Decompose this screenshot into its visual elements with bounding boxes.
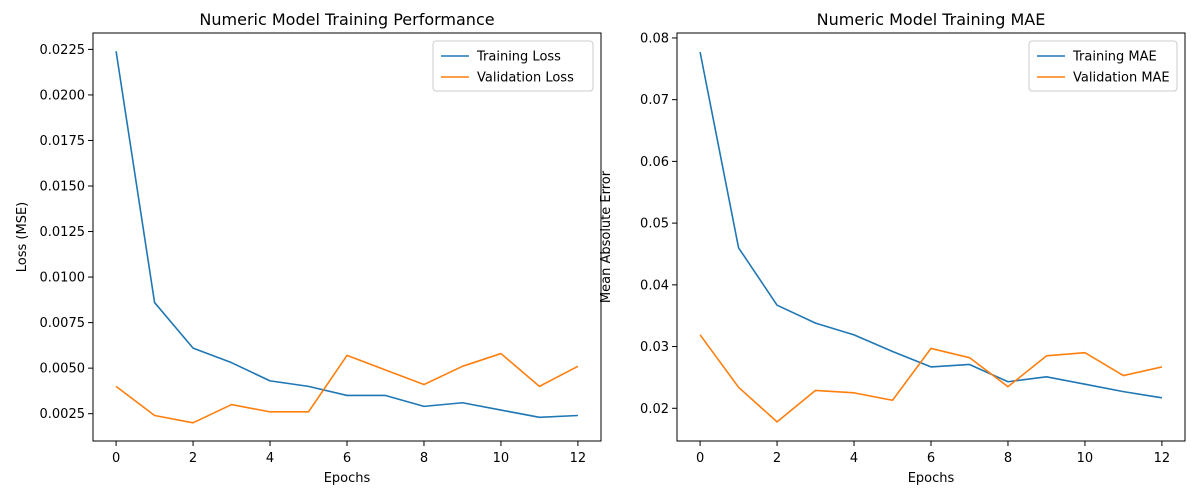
y-tick-label: 0.08	[640, 31, 669, 46]
y-tick-label: 0.03	[640, 340, 669, 355]
legend-entry-label: Validation MAE	[1073, 71, 1170, 86]
series-line-validation-mae	[699, 334, 1163, 423]
x-tick-label: 4	[850, 451, 858, 466]
x-tick-label: 8	[420, 451, 428, 466]
y-tick-label: 0.0075	[40, 316, 86, 331]
y-tick-label: 0.0050	[40, 362, 86, 377]
legend-box	[432, 40, 594, 92]
x-axis-label: Epochs	[908, 471, 955, 486]
chart-panel-2: 0 2 4 6 8 10 12 0.02 0.03 0.04 0.05 0.06 0.07 0.08 Num…	[599, 10, 1186, 486]
y-tick-label: 0.0175	[40, 134, 86, 149]
y-tick-label: 0.02	[640, 402, 669, 417]
chart-panel-1: 0 2 4 6 8 10 12 0.0025 0.0050 0.0075 0.0100 0.0125 0…	[15, 10, 602, 486]
x-tick-label: 8	[1004, 451, 1012, 466]
y-tick-label: 0.0125	[40, 225, 86, 240]
legend-entry-label: Training Loss	[476, 50, 561, 65]
series-line-validation-loss	[115, 352, 579, 424]
legend-entry-label: Validation Loss	[477, 71, 574, 86]
legend-box	[1028, 40, 1178, 92]
legend: Training MAE Validation MAE	[1028, 40, 1178, 92]
y-tick-label: 0.06	[640, 155, 669, 170]
y-tick-label: 0.0200	[40, 88, 86, 103]
y-tick-label: 0.07	[640, 93, 669, 108]
y-axis-label: Mean Absolute Error	[599, 170, 614, 303]
x-tick-label: 2	[189, 451, 197, 466]
y-tick-label: 0.0100	[40, 271, 86, 286]
x-tick-label: 6	[343, 451, 351, 466]
y-tick-label: 0.0225	[40, 43, 86, 58]
x-tick-label: 10	[1077, 451, 1094, 466]
x-tick-label: 12	[570, 451, 587, 466]
y-axis-label: Loss (MSE)	[15, 202, 30, 272]
x-tick-label: 0	[696, 451, 704, 466]
y-tick-label: 0.0150	[40, 180, 86, 195]
series-line-training-loss	[115, 51, 578, 419]
series-line-training-mae	[699, 51, 1163, 399]
x-tick-label: 0	[112, 451, 120, 466]
x-tick-label: 12	[1154, 451, 1171, 466]
legend-entry-label: Training MAE	[1072, 50, 1157, 65]
y-tick-label: 0.04	[640, 278, 669, 293]
x-axis-label: Epochs	[324, 471, 371, 486]
plot-area-frame	[676, 32, 1186, 442]
x-tick-label: 10	[493, 451, 510, 466]
legend: Training Loss Validation Loss	[432, 40, 594, 92]
chart-title: Numeric Model Training Performance	[199, 10, 494, 29]
plot-area-frame	[92, 32, 602, 442]
y-tick-label: 0.05	[640, 217, 669, 232]
x-tick-label: 4	[266, 451, 274, 466]
chart-title: Numeric Model Training MAE	[817, 10, 1046, 29]
x-tick-label: 6	[927, 451, 935, 466]
y-tick-label: 0.0025	[40, 407, 86, 422]
x-tick-label: 2	[773, 451, 781, 466]
